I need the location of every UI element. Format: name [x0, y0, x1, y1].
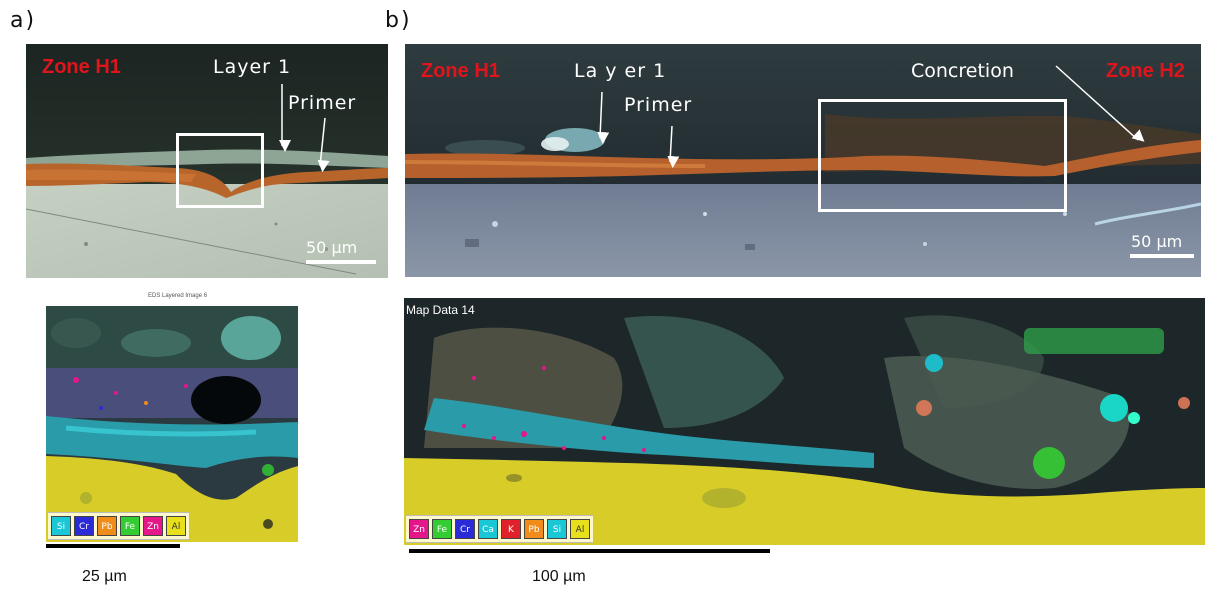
panel-b-map-scale-bar [409, 549, 770, 553]
legend-chip-fe: Fe [120, 516, 140, 536]
panel-a-primer-label: Primer [288, 92, 357, 114]
panel-b-zone-right-label: Zone H2 [1106, 60, 1185, 82]
legend-chip-zn: Zn [143, 516, 163, 536]
panel-b-arrows [597, 91, 680, 169]
legend-chip-si: Si [51, 516, 71, 536]
panel-a-letter: a) [10, 8, 37, 33]
panel-b-layer-label: La y er 1 [574, 60, 667, 82]
panel-a-scale-label: 50 µm [306, 238, 358, 257]
panel-a-map-title: EDS Layered Image 6 [148, 293, 208, 299]
panel-b-letter: b) [385, 8, 412, 33]
panel-a-scale-bar [306, 260, 376, 264]
panel-b-eds-map [404, 298, 1205, 545]
legend-chip-k: K [501, 519, 521, 539]
panel-a-eds-map [46, 298, 298, 542]
panel-a-map-scale-label: 25 µm [82, 568, 127, 585]
legend-chip-si: Si [547, 519, 567, 539]
legend-chip-cr: Cr [74, 516, 94, 536]
panel-b-concretion-arrow [1055, 65, 1145, 142]
legend-chip-ca: Ca [478, 519, 498, 539]
panel-b-zone-left-label: Zone H1 [421, 60, 500, 82]
panel-b-scale-bar [1130, 254, 1194, 258]
layer-arrow-b [597, 91, 610, 145]
legend-chip-zn: Zn [409, 519, 429, 539]
primer-arrow-a [317, 117, 330, 172]
primer-arrow-b [667, 125, 680, 169]
panel-b-concretion-label: Concretion [911, 60, 1014, 82]
panel-b-primer-label: Primer [624, 94, 693, 116]
panel-a-map-scale-bar [46, 544, 180, 548]
legend-chip-al: Al [166, 516, 186, 536]
panel-b-eds-svg [404, 298, 1205, 545]
panel-b-map-title: Map Data 14 [406, 303, 475, 317]
panel-a-selection-box [176, 133, 264, 208]
panel-b-legend: Zn Fe Cr Ca K Pb Si Al [405, 515, 594, 543]
legend-chip-cr: Cr [455, 519, 475, 539]
panel-b-scale-label: 50 µm [1131, 232, 1183, 251]
panel-a-layer-label: Layer 1 [213, 56, 292, 78]
panel-a-eds-svg [46, 298, 298, 542]
panel-b-optical-image [405, 44, 1201, 277]
panel-a-legend: Si Cr Pb Fe Zn Al [47, 512, 190, 540]
panel-a-arrows [279, 84, 330, 172]
panel-b-optical-svg [405, 44, 1201, 277]
legend-chip-pb: Pb [524, 519, 544, 539]
panel-b-selection-box [818, 99, 1067, 212]
panel-b-map-scale-label: 100 µm [532, 568, 586, 585]
panel-a-zone-label: Zone H1 [42, 56, 121, 78]
legend-chip-al: Al [570, 519, 590, 539]
legend-chip-fe: Fe [432, 519, 452, 539]
legend-chip-pb: Pb [97, 516, 117, 536]
